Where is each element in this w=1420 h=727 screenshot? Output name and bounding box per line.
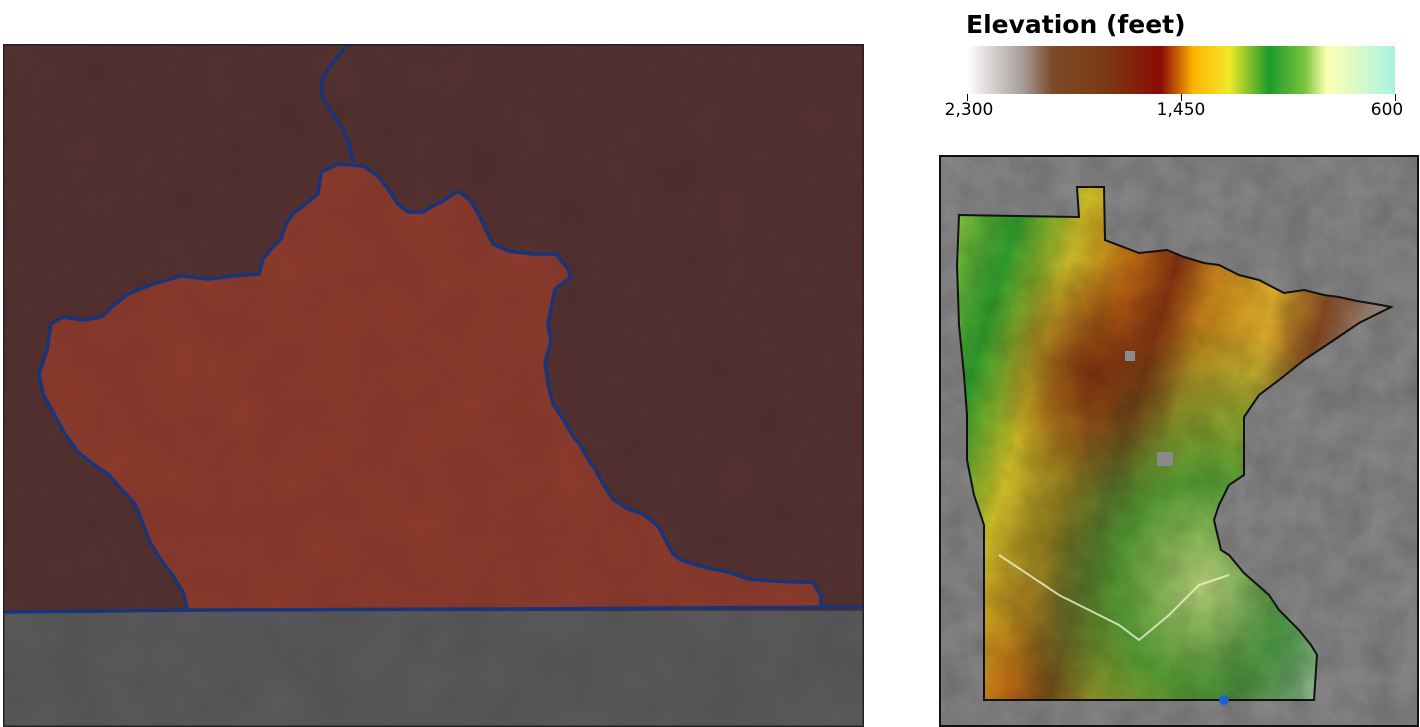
lake (1157, 452, 1173, 466)
legend-tick-label: 1,450 (1156, 100, 1206, 120)
state-elevation-map (939, 155, 1419, 727)
location-marker (1219, 695, 1229, 705)
legend-title: Elevation (feet) (966, 10, 1186, 39)
river-valley (998, 554, 1230, 642)
legend-tick (1180, 94, 1182, 101)
main-map (3, 44, 864, 727)
lake (1125, 351, 1135, 361)
terrain-texture (3, 44, 864, 727)
legend-tick (966, 94, 968, 101)
legend-tick-label: 600 (1370, 100, 1404, 120)
legend-tick-label: 2,300 (944, 100, 994, 120)
county-boundary (37, 162, 823, 612)
river-boundary (319, 44, 355, 163)
elevation-color-ramp (967, 46, 1395, 94)
state-outline (955, 186, 1395, 701)
state-boundary-line (3, 605, 864, 614)
main-map-frame (3, 44, 864, 727)
legend-tick (1394, 94, 1396, 101)
inset-frame (939, 155, 1419, 727)
